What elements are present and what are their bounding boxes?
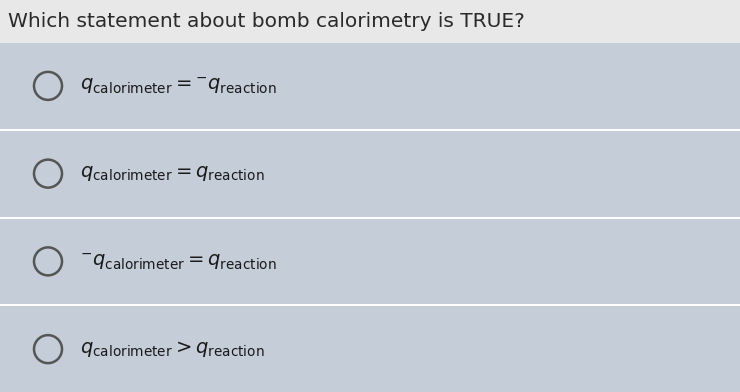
Bar: [0, 306, 740, 392]
Bar: [0, 218, 740, 304]
Bar: [0, 0, 740, 43]
Text: $q_{\mathrm{calorimeter}} = {^{-}}q_{\mathrm{reaction}}$: $q_{\mathrm{calorimeter}} = {^{-}}q_{\ma…: [80, 76, 277, 96]
Ellipse shape: [34, 335, 62, 363]
Bar: [0, 304, 740, 306]
Bar: [0, 43, 740, 129]
Text: $^{-}q_{\mathrm{calorimeter}} = q_{\mathrm{reaction}}$: $^{-}q_{\mathrm{calorimeter}} = q_{\math…: [80, 251, 277, 272]
Bar: [0, 216, 740, 218]
Ellipse shape: [34, 72, 62, 100]
Text: $q_{\mathrm{calorimeter}} = q_{\mathrm{reaction}}$: $q_{\mathrm{calorimeter}} = q_{\mathrm{r…: [80, 164, 265, 183]
Text: $q_{\mathrm{calorimeter}} > q_{\mathrm{reaction}}$: $q_{\mathrm{calorimeter}} > q_{\mathrm{r…: [80, 339, 265, 359]
Bar: [0, 129, 740, 131]
Ellipse shape: [34, 160, 62, 188]
Ellipse shape: [34, 247, 62, 275]
Bar: [0, 131, 740, 216]
Text: Which statement about bomb calorimetry is TRUE?: Which statement about bomb calorimetry i…: [8, 12, 525, 31]
